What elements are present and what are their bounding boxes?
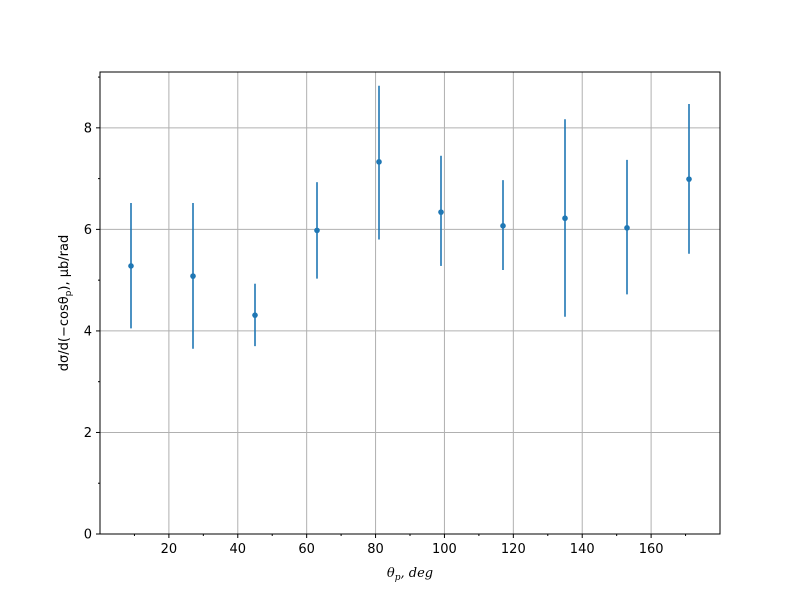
y-axis-label: dσ/d(−cosθp), μb/rad [57,235,74,371]
y-tick-label-1: 2 [84,426,92,441]
data-points [128,159,692,318]
grid [100,72,720,535]
data-point-0 [128,263,134,269]
y-tick-label-0: 0 [84,528,92,543]
data-point-4 [376,159,382,165]
x-tick-label-0: 20 [161,542,178,557]
x-tick-label-4: 100 [432,542,457,557]
x-ticks: 20 40 60 80 100 120 140 160 [133,534,687,557]
data-point-8 [624,225,630,231]
x-tick-label-2: 60 [298,542,315,557]
x-tick-label-7: 160 [639,542,664,557]
data-point-2 [252,312,258,318]
x-tick-label-3: 80 [367,542,384,557]
y-tick-label-3: 6 [84,223,92,238]
data-point-1 [190,273,196,279]
data-point-7 [562,215,568,222]
y-tick-label-4: 8 [84,121,92,136]
data-point-3 [314,227,320,234]
x-tick-label-1: 40 [230,542,247,557]
y-ticks: 0 2 4 6 8 [84,76,100,543]
data-point-6 [500,223,506,229]
data-point-5 [438,209,444,215]
x-tick-label-6: 140 [570,542,595,557]
x-axis-label: θp, deg [387,566,433,583]
data-point-9 [686,176,692,182]
error-bars [130,85,690,349]
x-tick-label-5: 120 [501,542,526,557]
y-tick-label-2: 4 [84,324,92,339]
